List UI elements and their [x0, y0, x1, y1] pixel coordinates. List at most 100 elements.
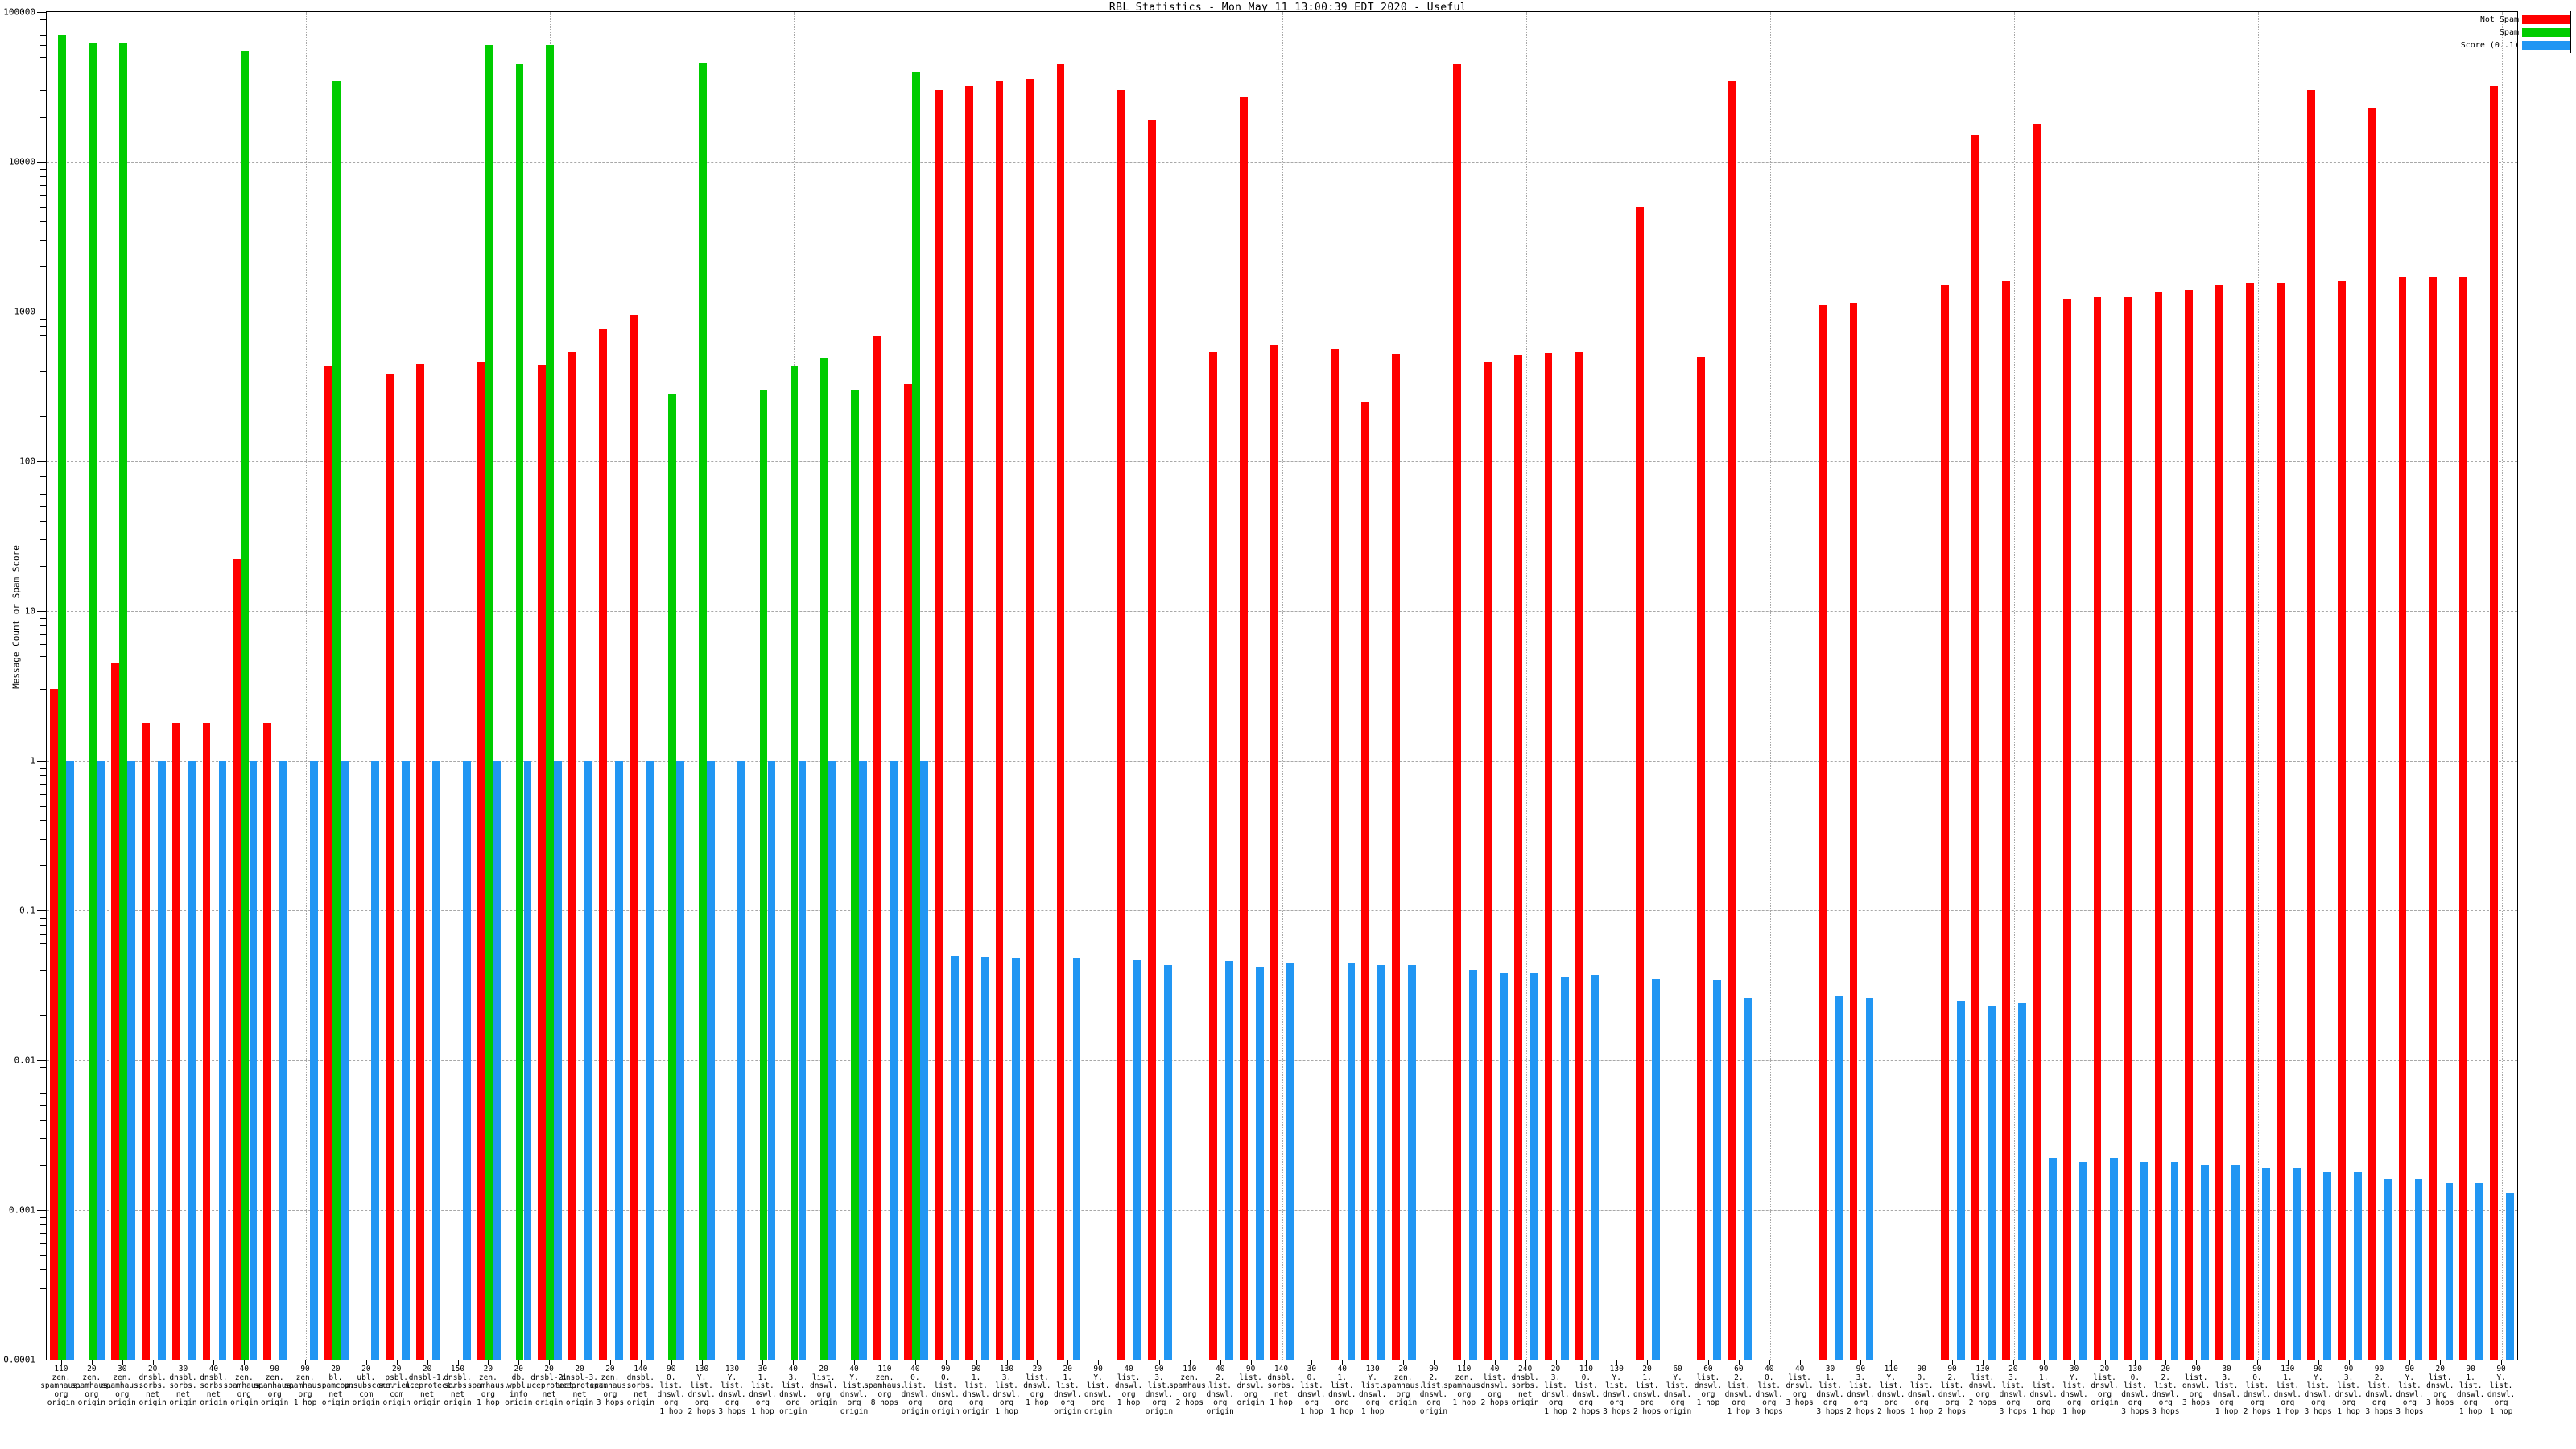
- bar-group[interactable]: [2062, 12, 2087, 1360]
- bar-score[interactable]: [2018, 1003, 2026, 1360]
- bar-spam[interactable]: [698, 62, 707, 1360]
- bar-notspam[interactable]: [1392, 353, 1401, 1360]
- bar-score[interactable]: [523, 761, 532, 1360]
- bar-group[interactable]: [2368, 12, 2392, 1360]
- bar-spam[interactable]: [851, 390, 860, 1360]
- bar-notspam[interactable]: [171, 722, 180, 1360]
- bar-notspam[interactable]: [324, 366, 332, 1360]
- bar-score[interactable]: [218, 761, 227, 1360]
- bar-notspam[interactable]: [1148, 120, 1156, 1360]
- bar-group[interactable]: [1789, 12, 1813, 1360]
- bar-group[interactable]: [80, 12, 105, 1360]
- bar-group[interactable]: [1606, 12, 1630, 1360]
- bar-spam[interactable]: [667, 394, 676, 1360]
- bar-score[interactable]: [97, 761, 105, 1360]
- bar-score[interactable]: [1164, 965, 1172, 1360]
- bar-notspam[interactable]: [2093, 296, 2102, 1360]
- bar-notspam[interactable]: [1026, 78, 1034, 1360]
- bar-group[interactable]: [995, 12, 1020, 1360]
- bar-score[interactable]: [1377, 965, 1386, 1360]
- bar-group[interactable]: [263, 12, 288, 1360]
- bar-notspam[interactable]: [630, 315, 638, 1360]
- bar-group[interactable]: [1148, 12, 1172, 1360]
- bar-group[interactable]: [964, 12, 989, 1360]
- bar-score[interactable]: [828, 761, 837, 1360]
- bar-group[interactable]: [812, 12, 837, 1360]
- bar-group[interactable]: [1728, 12, 1752, 1360]
- bar-score[interactable]: [2475, 1183, 2484, 1360]
- bar-group[interactable]: [2093, 12, 2118, 1360]
- bar-group[interactable]: [1117, 12, 1142, 1360]
- bar-notspam[interactable]: [1575, 351, 1583, 1360]
- bar-group[interactable]: [1483, 12, 1508, 1360]
- bar-score[interactable]: [493, 761, 502, 1360]
- bar-group[interactable]: [2337, 12, 2362, 1360]
- bar-notspam[interactable]: [2185, 289, 2194, 1360]
- bar-notspam[interactable]: [2490, 86, 2499, 1360]
- bar-group[interactable]: [1422, 12, 1447, 1360]
- bar-score[interactable]: [2262, 1168, 2270, 1360]
- bar-notspam[interactable]: [538, 365, 547, 1360]
- bar-group[interactable]: [1758, 12, 1782, 1360]
- bar-group[interactable]: [1453, 12, 1477, 1360]
- bar-notspam[interactable]: [477, 361, 485, 1360]
- bar-spam[interactable]: [546, 45, 555, 1360]
- bar-score[interactable]: [1652, 978, 1661, 1360]
- bar-group[interactable]: [660, 12, 684, 1360]
- bar-score[interactable]: [2414, 1179, 2423, 1360]
- bar-notspam[interactable]: [1056, 64, 1065, 1360]
- bar-notspam[interactable]: [202, 722, 211, 1360]
- bar-group[interactable]: [1301, 12, 1325, 1360]
- bar-group[interactable]: [324, 12, 349, 1360]
- bar-score[interactable]: [2231, 1165, 2240, 1360]
- bar-score[interactable]: [2079, 1162, 2087, 1360]
- bar-notspam[interactable]: [2154, 291, 2163, 1360]
- bar-notspam[interactable]: [1331, 349, 1340, 1360]
- bar-group[interactable]: [1239, 12, 1264, 1360]
- bar-score[interactable]: [1255, 967, 1264, 1360]
- bar-group[interactable]: [2185, 12, 2210, 1360]
- bar-notspam[interactable]: [263, 722, 272, 1360]
- bar-notspam[interactable]: [1636, 207, 1645, 1360]
- bar-group[interactable]: [1026, 12, 1051, 1360]
- bar-group[interactable]: [233, 12, 258, 1360]
- bar-spam[interactable]: [118, 43, 127, 1360]
- bar-spam[interactable]: [241, 51, 250, 1360]
- bar-group[interactable]: [721, 12, 745, 1360]
- bar-spam[interactable]: [58, 35, 66, 1360]
- bar-score[interactable]: [1469, 970, 1477, 1360]
- bar-group[interactable]: [1575, 12, 1600, 1360]
- bar-group[interactable]: [447, 12, 471, 1360]
- bar-notspam[interactable]: [2337, 281, 2346, 1360]
- bar-score[interactable]: [615, 761, 623, 1360]
- bar-group[interactable]: [843, 12, 868, 1360]
- bar-score[interactable]: [1713, 980, 1721, 1360]
- bar-notspam[interactable]: [1361, 401, 1370, 1360]
- bar-score[interactable]: [157, 761, 166, 1360]
- bar-score[interactable]: [402, 761, 410, 1360]
- bar-group[interactable]: [1971, 12, 1996, 1360]
- bar-notspam[interactable]: [995, 80, 1004, 1360]
- bar-spam[interactable]: [790, 366, 799, 1360]
- bar-group[interactable]: [1818, 12, 1843, 1360]
- bar-score[interactable]: [2170, 1162, 2179, 1360]
- bar-group[interactable]: [2002, 12, 2026, 1360]
- bar-notspam[interactable]: [1269, 345, 1278, 1360]
- bar-group[interactable]: [2398, 12, 2423, 1360]
- bar-group[interactable]: [294, 12, 319, 1360]
- bar-group[interactable]: [385, 12, 410, 1360]
- bar-group[interactable]: [1544, 12, 1569, 1360]
- bar-notspam[interactable]: [2246, 283, 2254, 1360]
- bar-score[interactable]: [798, 761, 807, 1360]
- bar-group[interactable]: [1087, 12, 1111, 1360]
- bar-group[interactable]: [1361, 12, 1386, 1360]
- bar-score[interactable]: [1988, 1005, 1996, 1360]
- bar-score[interactable]: [706, 761, 715, 1360]
- bar-score[interactable]: [188, 761, 196, 1360]
- bar-score[interactable]: [980, 956, 989, 1360]
- bar-notspam[interactable]: [568, 351, 577, 1360]
- bar-group[interactable]: [752, 12, 776, 1360]
- bar-spam[interactable]: [332, 80, 341, 1360]
- bar-group[interactable]: [1331, 12, 1356, 1360]
- bar-group[interactable]: [1849, 12, 1874, 1360]
